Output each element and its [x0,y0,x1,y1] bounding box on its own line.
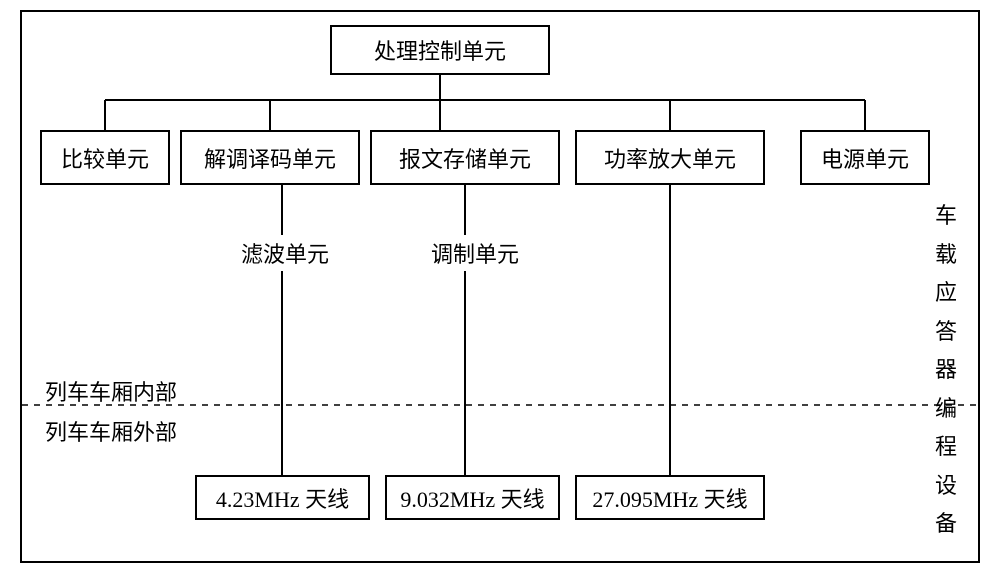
node-ant903: 9.032MHz 天线 [385,475,560,520]
node-power: 电源单元 [800,130,930,185]
node-ant27: 27.095MHz 天线 [575,475,765,520]
node-ctrl: 处理控制单元 [330,25,550,75]
label-inside: 列车车厢内部 [45,375,177,407]
label-filter: 滤波单元 [235,235,335,271]
node-storage: 报文存储单元 [370,130,560,185]
node-demod: 解调译码单元 [180,130,360,185]
label-outside: 列车车厢外部 [45,415,177,447]
label-mod: 调制单元 [425,235,525,271]
node-amp: 功率放大单元 [575,130,765,185]
vertical-title: 车载应答器编程设备 [935,205,957,535]
node-compare: 比较单元 [40,130,170,185]
node-ant423: 4.23MHz 天线 [195,475,370,520]
